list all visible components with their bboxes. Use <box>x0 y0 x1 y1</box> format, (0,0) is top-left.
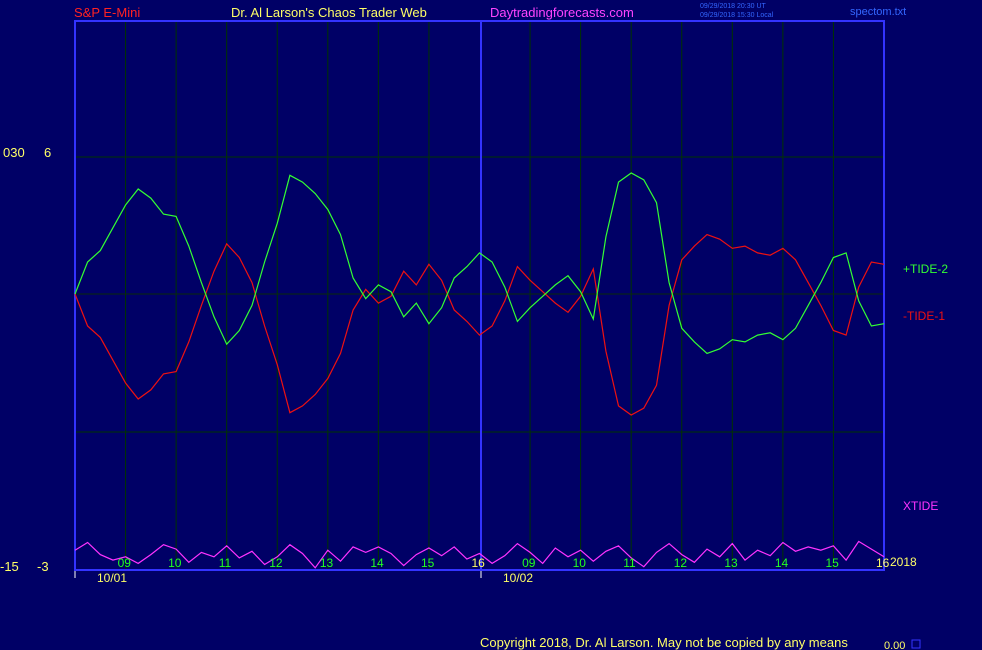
y-label-top-outer: 030 <box>3 145 25 160</box>
x-tick-label: 12 <box>269 556 283 570</box>
legend-xtide: XTIDE <box>903 499 938 513</box>
y-label-bottom-outer: -15 <box>0 559 19 574</box>
y-label-bottom-inner: -3 <box>37 559 49 574</box>
x-tick-label: 09 <box>522 556 536 570</box>
series-line-tide-minus <box>74 233 885 416</box>
series-line-tide-plus <box>74 172 885 355</box>
time-utc: 09/29/2018 20:30 UT <box>700 3 766 10</box>
plot-frame <box>74 20 885 571</box>
date-label: 10/02 <box>503 571 533 585</box>
x-tick-label: 15 <box>825 556 839 570</box>
corner-value: 0.00 <box>884 640 905 650</box>
date-label: 10/01 <box>97 571 127 585</box>
x-tick-label: 15 <box>421 556 435 570</box>
year-label: 2018 <box>890 555 917 569</box>
x-tick-label: 16 <box>876 556 890 570</box>
corner-box-icon <box>911 639 921 649</box>
x-axis-labels: 09 10 11 12 13 14 15 16 09 10 11 12 13 14 15 16 10/01 10/… <box>74 556 890 585</box>
x-tick-label: 12 <box>674 556 688 570</box>
vertical-gridlines <box>125 21 834 570</box>
x-tick-label: 13 <box>724 556 738 570</box>
filename-label: spectom.txt <box>850 6 906 18</box>
x-tick-label: 11 <box>219 556 232 570</box>
time-local: 09/29/2018 15:30 Local <box>700 12 774 19</box>
x-tick-label: 10 <box>168 556 182 570</box>
legend-tide-minus: -TIDE-1 <box>903 309 945 323</box>
x-tick-label: 10 <box>573 556 587 570</box>
site-url[interactable]: Daytradingforecasts.com <box>490 5 634 20</box>
site-title: Dr. Al Larson's Chaos Trader Web <box>231 5 427 20</box>
copyright-notice: Copyright 2018, Dr. Al Larson. May not b… <box>480 635 848 650</box>
legend-tide-plus: +TIDE-2 <box>903 262 948 276</box>
x-tick-label: 13 <box>320 556 334 570</box>
x-tick-label: 14 <box>370 556 384 570</box>
x-tick-label: 14 <box>775 556 789 570</box>
x-tick-label: 16 <box>472 556 486 570</box>
x-tick-label: 09 <box>118 556 132 570</box>
x-tick-label: 11 <box>623 556 636 570</box>
series-line-xtide <box>74 540 885 569</box>
symbol-label: S&P E-Mini <box>74 5 140 20</box>
y-label-top-inner: 6 <box>44 145 51 160</box>
